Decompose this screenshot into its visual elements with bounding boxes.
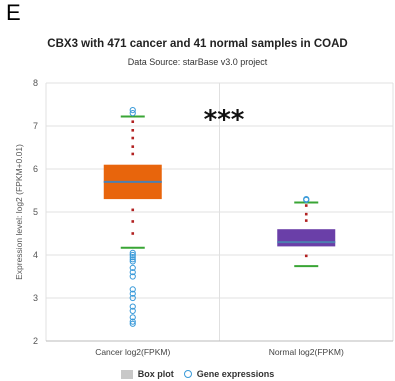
- y-tick-label: 4: [33, 250, 38, 260]
- outlier-point: [129, 249, 136, 256]
- whisker-dot: [304, 219, 308, 222]
- legend-item-box-plot[interactable]: Box plot: [120, 369, 174, 379]
- chart-subtitle: Data Source: starBase v3.0 project: [127, 57, 268, 67]
- outlier-point: [129, 307, 136, 314]
- whisker-dot: [131, 129, 135, 132]
- chart-legend: Box plot Gene expressions: [0, 369, 395, 379]
- panel-letter: E: [6, 0, 21, 25]
- whisker-dot: [131, 220, 135, 223]
- box-iqr: [277, 229, 336, 247]
- outlier-point: [303, 196, 310, 203]
- whisker-dot: [131, 232, 135, 235]
- outlier-point: [129, 269, 136, 276]
- y-tick-label: 2: [33, 336, 38, 346]
- y-tick-label: 8: [33, 78, 38, 88]
- chart-title: CBX3 with 471 cancer and 41 normal sampl…: [47, 38, 348, 50]
- whisker-dot: [304, 254, 308, 258]
- outlier-point: [129, 320, 136, 327]
- outlier-point: [129, 294, 136, 302]
- outlier-point: [129, 286, 136, 293]
- whisker-dot: [131, 208, 135, 212]
- whisker-dot: [304, 212, 308, 216]
- outlier-point: [129, 106, 136, 114]
- significance-mark: ***: [204, 105, 245, 135]
- gene-expression-legend-marker: [183, 370, 192, 378]
- legend-label-gene-expressions: Gene expressions: [196, 369, 275, 379]
- y-tick-label: 3: [33, 293, 38, 303]
- outlier-point: [129, 264, 136, 271]
- outlier-point: [129, 258, 136, 265]
- whisker-dot: [131, 136, 135, 140]
- outlier-point: [129, 256, 136, 263]
- x-category-label: Cancer log2(FPKM): [95, 347, 170, 357]
- whisker-dot: [131, 120, 135, 123]
- legend-item-gene-expressions[interactable]: Gene expressions: [183, 369, 275, 379]
- outlier-point: [129, 110, 136, 117]
- y-axis-title: Expression level: log2 (FPKM+0.01): [14, 144, 24, 280]
- outlier-point: [129, 318, 136, 325]
- x-category-label: Normal log2(FPKM): [269, 347, 344, 357]
- whisker-dot: [131, 152, 135, 156]
- outlier-point: [129, 314, 136, 321]
- outlier-point: [129, 254, 136, 261]
- box-plot-legend-swatch: [120, 369, 133, 379]
- y-tick-label: 5: [33, 207, 38, 217]
- outlier-point: [129, 273, 136, 280]
- outlier-point: [129, 303, 136, 310]
- outlier-point: [129, 290, 136, 297]
- whisker-dot: [131, 145, 135, 148]
- outlier-point: [129, 251, 136, 259]
- whisker-dot: [304, 204, 308, 207]
- y-tick-label: 6: [33, 164, 38, 174]
- legend-label-box-plot: Box plot: [137, 369, 174, 379]
- y-tick-label: 7: [33, 121, 38, 131]
